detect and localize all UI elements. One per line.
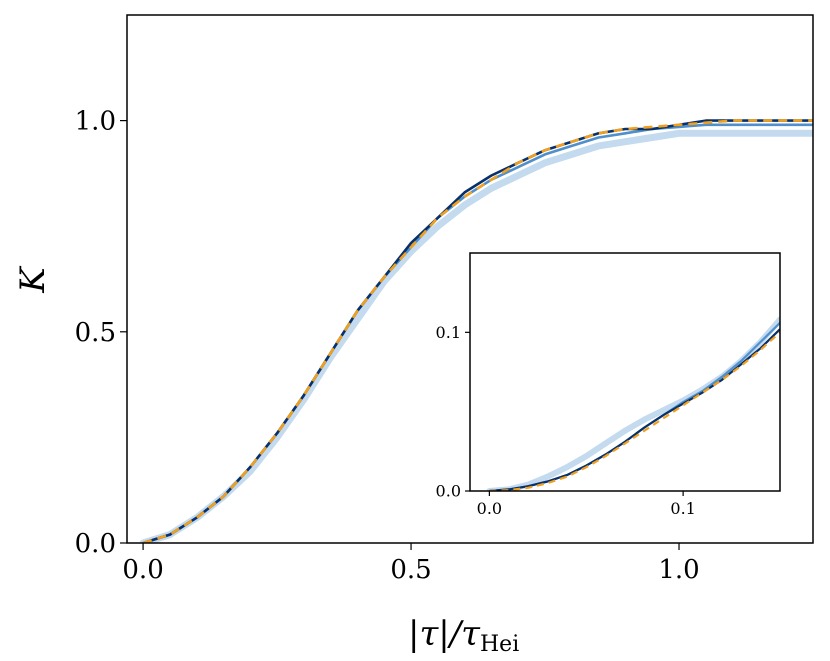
inset-y-tick-label-1: 0.1 (436, 323, 461, 342)
x-axis-label: |τ|/τHei (408, 614, 519, 657)
main-series-light-blue-band (139, 129, 813, 543)
main-series-group (139, 119, 813, 543)
inset-series-group (486, 316, 780, 491)
inset-plot: 0.0 0.1 0.0 0.1 (436, 252, 781, 518)
inset-series-orange-dashed-fit (489, 331, 780, 491)
inset-series-dark-navy (489, 328, 780, 491)
main-plot-frame (126, 14, 814, 544)
main-x-ticks: 0.0 0.5 1.0 (122, 543, 700, 585)
main-y-tick-label-2: 1.0 (75, 107, 116, 137)
inset-x-tick-label-0: 0.0 (477, 499, 502, 518)
inset-y-ticks: 0.0 0.1 (436, 323, 470, 501)
inset-plot-frame (469, 252, 781, 492)
main-plot: 0.0 0.5 1.0 0.0 0.5 1.0 (75, 14, 814, 585)
main-series-orange-dashed-fit (142, 119, 813, 543)
main-y-tick-label-1: 0.5 (75, 318, 116, 348)
inset-x-ticks: 0.0 0.1 (477, 491, 696, 518)
main-y-ticks: 0.0 0.5 1.0 (75, 107, 127, 559)
y-axis-label: K (13, 265, 53, 294)
inset-y-tick-label-0: 0.0 (436, 482, 461, 501)
main-x-tick-label-2: 1.0 (658, 555, 699, 585)
inset-x-tick-label-1: 0.1 (670, 499, 695, 518)
main-y-tick-label-0: 0.0 (75, 529, 116, 559)
main-x-tick-label-1: 0.5 (390, 555, 431, 585)
main-x-tick-label-0: 0.0 (122, 555, 163, 585)
